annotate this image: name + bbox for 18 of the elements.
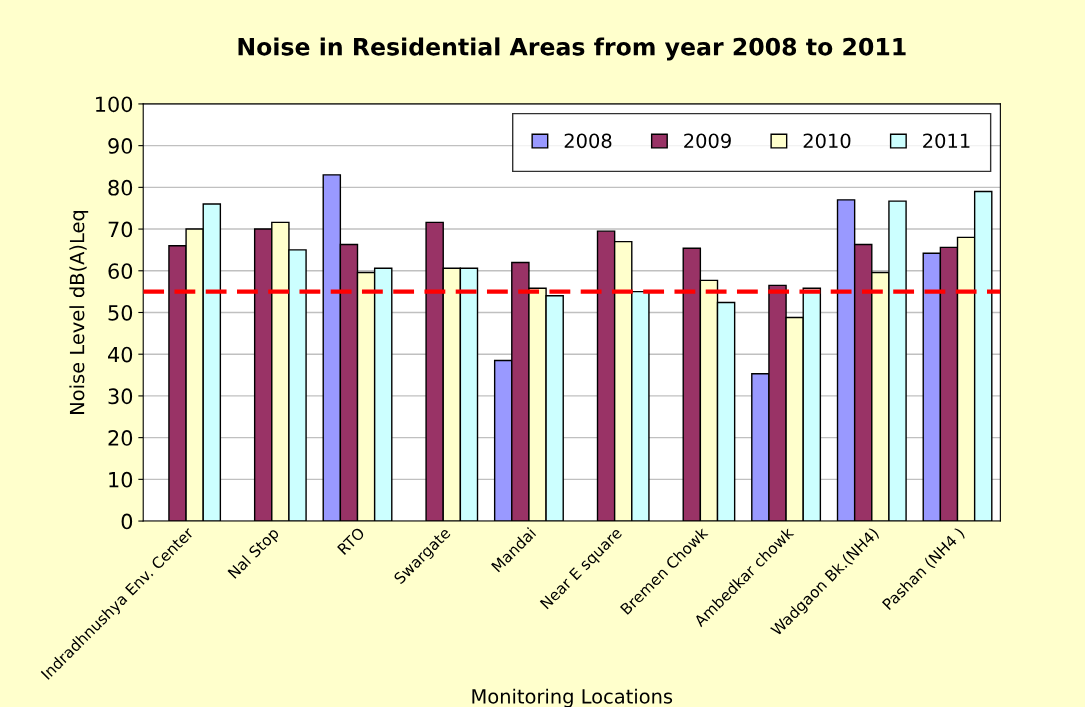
y-tick-label: 70: [108, 221, 133, 238]
y-tick-label: 60: [108, 263, 133, 279]
y-tick-label: 40: [108, 346, 133, 363]
legend-label: 2008: [564, 133, 612, 149]
legend-label: 2011: [923, 133, 970, 149]
y-tick-label: 20: [108, 430, 133, 446]
y-tick-label: 100: [96, 96, 133, 113]
y-tick-label: 90: [108, 138, 133, 154]
y-tick-label: 80: [108, 179, 133, 196]
legend-label: 2010: [803, 133, 851, 149]
legend-label: 2009: [684, 133, 731, 149]
y-tick-label: 50: [108, 304, 133, 321]
y-axis-title: Noise Level dB(A)Leq: [69, 210, 89, 414]
y-tick-label: 10: [109, 471, 133, 488]
y-tick-label: 30: [108, 388, 133, 405]
chart-title: Noise in Residential Areas from year 2008 to 2011: [238, 37, 906, 61]
x-axis-title: Monitoring Locations: [472, 688, 673, 707]
y-tick-label: 0: [121, 513, 133, 530]
